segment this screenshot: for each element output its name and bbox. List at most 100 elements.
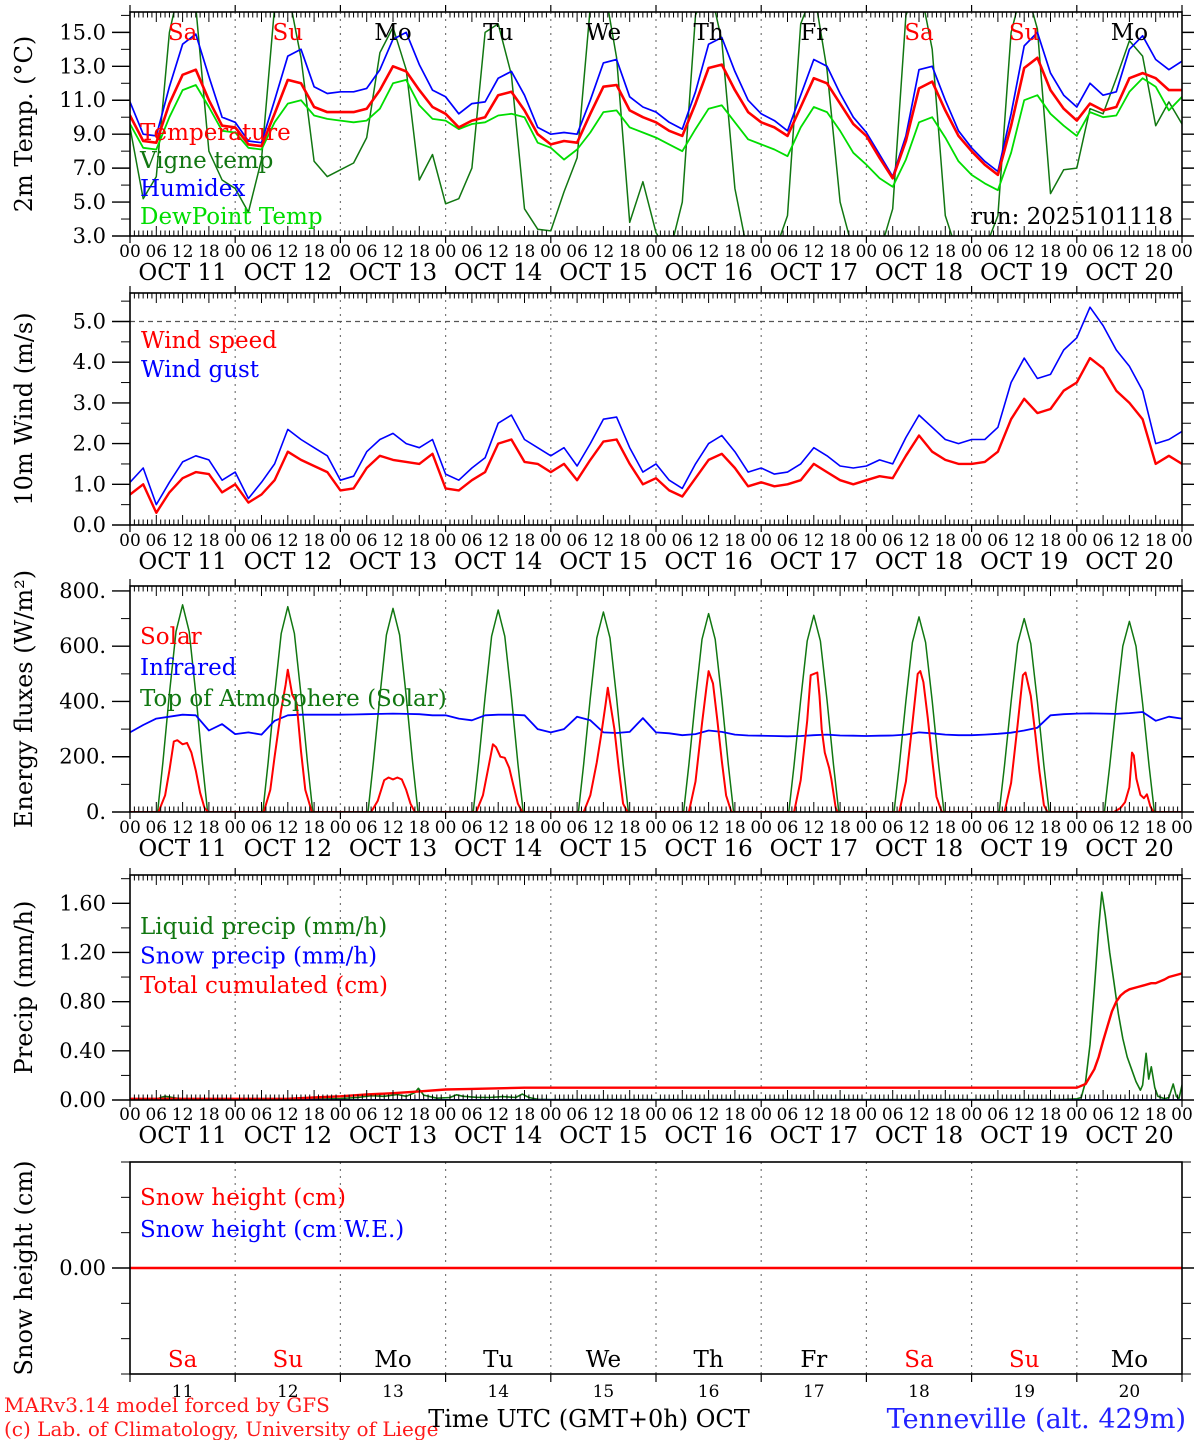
y-tick-label: 1.60 xyxy=(59,891,106,915)
day-label: OCT 16 xyxy=(664,549,752,575)
y-tick-label: 5.0 xyxy=(73,190,106,214)
hour-label: 00 xyxy=(435,1105,457,1125)
day-label: OCT 19 xyxy=(980,260,1068,286)
hour-label: 00 xyxy=(435,242,457,262)
hour-label: 18 xyxy=(198,818,220,838)
weekday-label: Mo xyxy=(374,1347,411,1373)
legend-label: Liquid precip (mm/h) xyxy=(140,914,387,940)
hour-label: 06 xyxy=(777,1105,799,1125)
day-label: OCT 18 xyxy=(875,260,963,286)
hour-label: 18 xyxy=(303,818,325,838)
hour-label: 18 xyxy=(198,242,220,262)
day-label: OCT 15 xyxy=(559,260,647,286)
hour-label: 12 xyxy=(382,531,404,551)
hour-label: 00 xyxy=(856,242,878,262)
hour-label: 06 xyxy=(356,818,378,838)
hour-label: 06 xyxy=(145,242,167,262)
hour-label: 00 xyxy=(1171,1105,1193,1125)
hour-label: 06 xyxy=(461,1105,483,1125)
station-label: Tenneville (alt. 429m) xyxy=(887,1404,1186,1435)
hour-label: 12 xyxy=(277,1105,299,1125)
y-tick-label: 0.40 xyxy=(59,1039,106,1063)
hour-label: 12 xyxy=(277,531,299,551)
hour-label: 06 xyxy=(987,531,1009,551)
hour-label: 18 xyxy=(724,242,746,262)
day-label: OCT 13 xyxy=(349,1123,437,1149)
hour-label: 18 xyxy=(724,818,746,838)
hour-label: 00 xyxy=(750,1105,772,1125)
day-label: OCT 14 xyxy=(454,549,542,575)
weekday-label: Mo xyxy=(374,20,411,46)
snow-height-chart: 0.00 Snow height (cm) Sa Su Mo Tu We Th Fr Sa Su Mo… xyxy=(10,1161,1194,1402)
hour-label: 00 xyxy=(224,242,246,262)
hour-label: 00 xyxy=(645,1105,667,1125)
y-tick-label: 1.20 xyxy=(59,940,106,964)
hour-label: 12 xyxy=(382,818,404,838)
y-tick-label: 3.0 xyxy=(73,391,106,415)
hour-label: 12 xyxy=(908,818,930,838)
hour-label: 06 xyxy=(671,818,693,838)
hour-label: 12 xyxy=(698,1105,720,1125)
day-label: OCT 11 xyxy=(138,260,226,286)
hour-label: 06 xyxy=(461,818,483,838)
hour-label: 00 xyxy=(540,531,562,551)
weekday-label: Sa xyxy=(168,20,198,46)
weekday-label: Sa xyxy=(904,1347,934,1373)
hour-label: 18 xyxy=(934,242,956,262)
legend-label: Snow precip (mm/h) xyxy=(140,944,377,970)
hour-label: 18 xyxy=(514,242,536,262)
day-label: OCT 13 xyxy=(349,836,437,862)
y-tick-label: 3.0 xyxy=(73,224,106,248)
series-top-of-atmosphere xyxy=(130,604,1182,812)
day-label: OCT 14 xyxy=(454,1123,542,1149)
hour-label: 00 xyxy=(750,531,772,551)
y-axis-title: Snow height (cm) xyxy=(10,1161,38,1376)
day-label: OCT 20 xyxy=(1085,260,1173,286)
day-label: OCT 15 xyxy=(559,1123,647,1149)
day-label: OCT 12 xyxy=(244,1123,332,1149)
hour-label: 06 xyxy=(461,531,483,551)
legend-label: Solar xyxy=(140,624,202,650)
hour-label: 06 xyxy=(882,242,904,262)
hour-label: 12 xyxy=(698,818,720,838)
day-label: OCT 18 xyxy=(875,1123,963,1149)
hour-label: 18 xyxy=(619,818,641,838)
day-number: 12 xyxy=(277,1382,299,1402)
y-tick-label: 11.0 xyxy=(59,88,106,112)
y-tick-label: 400. xyxy=(59,689,106,713)
hour-label: 00 xyxy=(119,1105,141,1125)
weekday-label: Mo xyxy=(1111,1347,1148,1373)
hour-label: 00 xyxy=(645,531,667,551)
hour-label: 00 xyxy=(330,242,352,262)
hour-label: 06 xyxy=(987,1105,1009,1125)
legend-label: Wind gust xyxy=(141,357,260,383)
hour-label: 18 xyxy=(829,818,851,838)
hour-label: 12 xyxy=(908,242,930,262)
day-label: OCT 20 xyxy=(1085,549,1173,575)
series-group xyxy=(130,12,1182,236)
day-label: OCT 16 xyxy=(664,1123,752,1149)
hour-label: 18 xyxy=(303,1105,325,1125)
hour-label: 00 xyxy=(750,818,772,838)
hour-label: 06 xyxy=(356,531,378,551)
model-credit-line1: MARv3.14 model forced by GFS xyxy=(4,1393,330,1417)
hour-label: 06 xyxy=(777,242,799,262)
legend-label: DewPoint Temp xyxy=(140,204,323,230)
hour-label: 00 xyxy=(856,818,878,838)
day-label: OCT 11 xyxy=(138,549,226,575)
day-number: 16 xyxy=(698,1382,720,1402)
hour-label: 00 xyxy=(330,818,352,838)
weekday-label: Su xyxy=(1009,1347,1040,1373)
weekday-label: Mo xyxy=(1111,20,1148,46)
day-number: 13 xyxy=(382,1382,404,1402)
hour-label: 12 xyxy=(1013,531,1035,551)
series-group xyxy=(130,604,1182,812)
hour-label: 06 xyxy=(777,531,799,551)
hour-label: 00 xyxy=(1066,1105,1088,1125)
legend-label: Snow height (cm W.E.) xyxy=(140,1217,404,1243)
hour-label: 12 xyxy=(803,818,825,838)
hour-label: 12 xyxy=(1119,818,1141,838)
hour-label: 00 xyxy=(961,818,983,838)
